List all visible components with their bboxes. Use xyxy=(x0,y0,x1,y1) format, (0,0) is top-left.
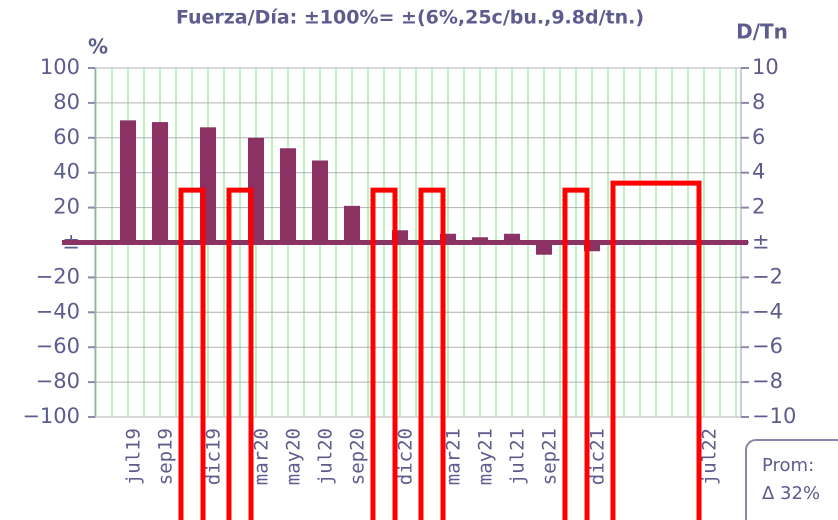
y-tick-label: 40 xyxy=(53,160,80,184)
y-tick-label: −100 xyxy=(22,404,80,428)
highlight-box xyxy=(562,187,590,520)
bar xyxy=(472,237,488,243)
bar xyxy=(120,120,136,243)
y-tick-label: −40 xyxy=(36,299,80,323)
y-tick-label: −60 xyxy=(36,334,80,358)
chart-title: Fuerza/Día: ±100%= ±(6%,25c/bu.,9.8d/tn.… xyxy=(176,7,644,29)
y2-tick-label: 4 xyxy=(752,160,765,184)
highlight-box xyxy=(418,187,446,520)
note-text: Δ 32% xyxy=(762,483,820,504)
x-tick-label: jul21 xyxy=(507,428,529,485)
y2-tick-label: −10 xyxy=(752,404,796,428)
y2-tick-label: 8 xyxy=(752,90,765,114)
y2-tick-label: −8 xyxy=(752,369,783,393)
highlight-box xyxy=(226,187,254,520)
x-tick-label: dic19 xyxy=(203,428,225,485)
bar xyxy=(312,160,328,243)
highlight-box xyxy=(178,187,206,520)
x-tick-label: mar21 xyxy=(443,428,465,485)
x-tick-label: jul22 xyxy=(699,428,721,485)
note-box xyxy=(745,439,838,520)
y2-tick-label: 6 xyxy=(752,125,765,149)
y2-tick-label: 2 xyxy=(752,195,765,219)
x-tick-label: mar20 xyxy=(251,428,273,485)
y-tick-label: −80 xyxy=(36,369,80,393)
y-tick-label: 100 xyxy=(40,55,80,79)
y-tick-label: 60 xyxy=(53,125,80,149)
y2-tick-label: −6 xyxy=(752,334,783,358)
x-tick-label: sep21 xyxy=(539,428,561,485)
bar xyxy=(440,233,456,243)
y-tick-label: 20 xyxy=(53,195,80,219)
note-text: Prom: xyxy=(762,455,814,476)
bar xyxy=(344,205,360,243)
x-tick-label: may21 xyxy=(475,428,497,485)
x-tick-label: dic20 xyxy=(395,428,417,485)
y-tick-label: −20 xyxy=(36,264,80,288)
y2-tick-label: −2 xyxy=(752,264,783,288)
bar xyxy=(152,122,168,243)
highlight-box xyxy=(370,187,398,520)
x-tick-label: sep19 xyxy=(155,428,177,485)
y2-tick-label: ± xyxy=(752,230,770,254)
x-tick-label: may20 xyxy=(283,428,305,485)
highlight-box xyxy=(610,180,702,520)
y-axis-label: % xyxy=(88,35,108,59)
x-tick-label: jul19 xyxy=(123,428,145,485)
y-tick-label: 80 xyxy=(53,90,80,114)
x-tick-label: sep20 xyxy=(347,428,369,485)
bar xyxy=(584,242,600,252)
bar xyxy=(536,242,552,255)
y2-tick-label: 10 xyxy=(752,55,779,79)
y2-axis-label: D/Tn xyxy=(736,20,788,44)
y2-tick-label: −4 xyxy=(752,299,783,323)
x-tick-label: dic21 xyxy=(587,428,609,485)
x-tick-label: jul20 xyxy=(315,428,337,485)
bar xyxy=(504,233,520,243)
bar xyxy=(280,148,296,243)
